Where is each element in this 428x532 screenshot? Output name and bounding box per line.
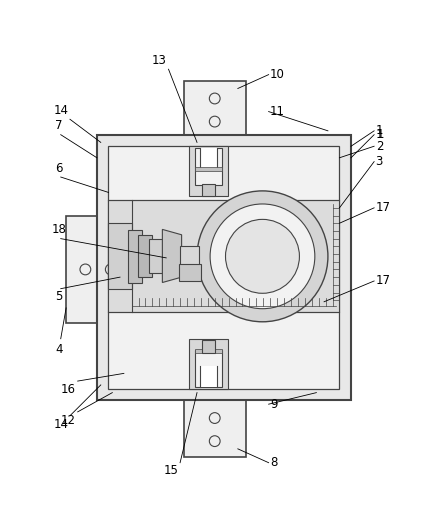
Bar <box>200 148 217 169</box>
Text: 1: 1 <box>376 128 383 141</box>
Text: 1: 1 <box>376 124 383 137</box>
Bar <box>195 349 223 353</box>
Text: 8: 8 <box>270 456 277 469</box>
Circle shape <box>197 191 328 322</box>
Text: 14: 14 <box>54 418 68 431</box>
Text: 11: 11 <box>270 105 285 118</box>
Text: 18: 18 <box>52 223 67 236</box>
Bar <box>128 230 142 282</box>
Bar <box>202 184 215 196</box>
Bar <box>149 239 166 273</box>
Bar <box>180 246 199 267</box>
Bar <box>200 365 217 387</box>
Text: 2: 2 <box>376 140 383 153</box>
Bar <box>66 215 128 323</box>
Bar <box>189 339 228 389</box>
Bar <box>184 81 246 137</box>
Text: 10: 10 <box>270 68 285 81</box>
Bar <box>138 235 152 277</box>
Text: 16: 16 <box>61 383 76 396</box>
Text: 7: 7 <box>56 119 63 132</box>
Text: 5: 5 <box>56 290 63 303</box>
Circle shape <box>226 219 300 293</box>
Bar <box>202 340 215 353</box>
Bar <box>184 399 246 456</box>
Text: 1: 1 <box>377 128 384 141</box>
Text: 3: 3 <box>376 155 383 168</box>
Bar <box>108 200 339 312</box>
Bar <box>108 146 339 389</box>
Bar <box>195 350 223 387</box>
Bar <box>179 264 201 281</box>
Text: 17: 17 <box>376 275 391 287</box>
Text: 6: 6 <box>56 162 63 174</box>
Text: 14: 14 <box>54 104 68 117</box>
Text: 13: 13 <box>152 54 167 67</box>
Text: 15: 15 <box>163 464 178 477</box>
Bar <box>108 223 131 289</box>
Text: 4: 4 <box>56 343 63 355</box>
Bar <box>189 146 228 196</box>
Text: 9: 9 <box>270 398 278 411</box>
Bar <box>195 148 223 185</box>
Bar <box>195 167 223 171</box>
Bar <box>97 135 351 400</box>
Polygon shape <box>162 229 181 282</box>
Circle shape <box>210 204 315 309</box>
Text: 17: 17 <box>376 201 391 214</box>
Text: 12: 12 <box>61 414 76 427</box>
